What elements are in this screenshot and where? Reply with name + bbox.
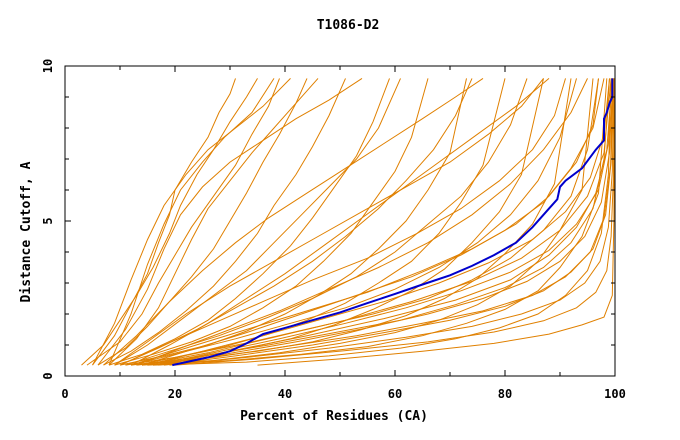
x-axis-label: Percent of Residues (CA) — [240, 409, 428, 424]
y-ticks: 0 5 10 — [41, 59, 615, 380]
series-line-38 — [92, 78, 291, 366]
series-line-22 — [141, 78, 610, 366]
series-line-9 — [125, 78, 506, 366]
x-tick-label-80: 80 — [498, 387, 512, 401]
series-line-5 — [103, 78, 346, 366]
series-line-4 — [97, 78, 308, 366]
series-line-26 — [141, 78, 605, 366]
series-line-31 — [169, 78, 615, 366]
x-tick-label-100: 100 — [604, 387, 626, 401]
series-line-29 — [158, 78, 614, 366]
series-line-41 — [158, 78, 613, 366]
series-line-16 — [108, 78, 319, 366]
highlight-series-line — [172, 78, 614, 367]
series-line-14 — [152, 78, 612, 366]
series-line-13 — [147, 78, 608, 366]
series-line-3 — [86, 78, 280, 366]
series-line-15 — [257, 78, 615, 366]
series-line-40 — [141, 78, 612, 366]
y-tick-label-0: 0 — [41, 372, 55, 379]
series-line-1 — [81, 78, 258, 366]
series-line-23 — [147, 78, 614, 366]
series-line-20 — [130, 78, 577, 366]
series-line-12 — [141, 78, 594, 366]
series-layer — [81, 77, 615, 366]
series-line-33 — [97, 77, 363, 366]
series-line-19 — [125, 78, 528, 366]
y-tick-label-10: 10 — [41, 59, 55, 73]
x-ticks: 0 20 40 60 80 100 — [61, 66, 626, 401]
series-line-37 — [130, 78, 599, 366]
series-line-27 — [147, 78, 610, 366]
x-tick-label-0: 0 — [61, 387, 68, 401]
x-tick-label-40: 40 — [278, 387, 292, 401]
series-line-17 — [114, 78, 401, 366]
plot-frame — [64, 65, 616, 377]
series-line-30 — [163, 78, 614, 366]
highlight-layer — [172, 78, 614, 367]
y-tick-label-5: 5 — [41, 217, 55, 224]
series-line-35 — [114, 78, 544, 366]
series-line-32 — [174, 78, 615, 366]
series-line-24 — [130, 78, 550, 366]
series-line-25 — [136, 78, 588, 366]
series-line-36 — [119, 78, 566, 366]
series-line-34 — [103, 77, 484, 366]
y-axis-label: Distance Cutoff, A — [19, 161, 34, 302]
x-tick-label-60: 60 — [388, 387, 402, 401]
chart-title: T1086-D2 — [317, 18, 380, 33]
series-line-2 — [92, 78, 236, 366]
x-tick-label-20: 20 — [168, 387, 182, 401]
series-line-28 — [152, 78, 613, 366]
series-line-39 — [108, 78, 275, 366]
series-line-11 — [136, 78, 572, 366]
series-line-7 — [114, 78, 429, 366]
